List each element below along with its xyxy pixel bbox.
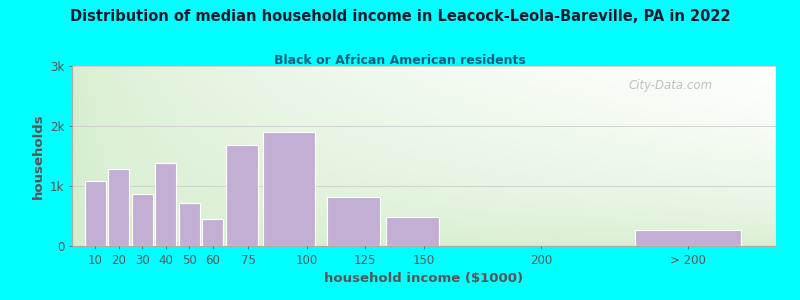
- Text: Black or African American residents: Black or African American residents: [274, 54, 526, 67]
- Bar: [226, 145, 258, 246]
- Text: Distribution of median household income in Leacock-Leola-Bareville, PA in 2022: Distribution of median household income …: [70, 9, 730, 24]
- Bar: [262, 132, 315, 246]
- Bar: [108, 169, 130, 246]
- Bar: [327, 197, 380, 246]
- Bar: [202, 219, 223, 246]
- Y-axis label: households: households: [31, 113, 45, 199]
- Bar: [178, 203, 200, 246]
- Bar: [85, 181, 106, 246]
- Bar: [132, 194, 153, 246]
- Bar: [155, 163, 177, 246]
- X-axis label: household income ($1000): household income ($1000): [325, 272, 523, 285]
- Bar: [386, 217, 438, 246]
- Text: City-Data.com: City-Data.com: [628, 79, 712, 92]
- Bar: [635, 230, 741, 246]
